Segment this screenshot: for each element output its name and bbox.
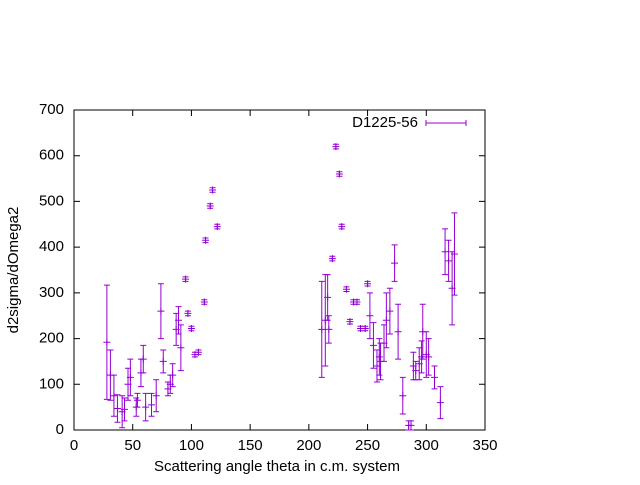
y-axis-label: d2sigma/dOmega2 xyxy=(5,207,22,334)
data-point xyxy=(120,405,128,413)
plot-frame xyxy=(73,109,486,431)
data-point xyxy=(126,373,134,381)
data-point xyxy=(407,421,415,429)
data-point xyxy=(338,223,346,231)
data-point xyxy=(391,259,399,267)
data-point xyxy=(366,312,374,320)
data-point xyxy=(202,236,210,244)
data-point xyxy=(103,338,111,346)
data-point xyxy=(346,318,354,326)
data-point xyxy=(441,248,449,256)
data-point xyxy=(431,373,439,381)
data-point xyxy=(412,367,420,375)
legend-label: D1225-56 xyxy=(352,114,418,131)
data-point xyxy=(335,170,343,178)
data-point xyxy=(361,325,369,333)
data-point xyxy=(177,344,185,352)
data-point xyxy=(445,257,453,265)
data-point xyxy=(450,250,458,258)
data-point xyxy=(159,357,167,365)
y-tick-label: 0 xyxy=(56,421,64,438)
x-axis-label: Scattering angle theta in c.m. system xyxy=(154,458,400,475)
data-point xyxy=(169,371,177,379)
data-point xyxy=(184,309,192,317)
data-point xyxy=(182,275,190,283)
y-tick-label: 600 xyxy=(39,147,64,164)
data-point xyxy=(206,202,214,210)
data-point xyxy=(110,392,118,400)
y-tick-label: 500 xyxy=(39,192,64,209)
data-point xyxy=(175,316,183,324)
data-point xyxy=(328,255,336,263)
data-point xyxy=(386,307,394,315)
y-tick-label: 100 xyxy=(39,375,64,392)
x-tick-label: 0 xyxy=(70,437,78,454)
data-point xyxy=(382,316,390,324)
data-point xyxy=(148,401,156,409)
data-point xyxy=(353,298,361,306)
data-point xyxy=(187,325,195,333)
x-tick-label: 200 xyxy=(296,437,321,454)
data-point xyxy=(200,298,208,306)
x-tick-label: 300 xyxy=(414,437,439,454)
data-point xyxy=(133,396,141,404)
y-tick-label: 700 xyxy=(39,101,64,118)
data-point xyxy=(152,392,160,400)
data-point xyxy=(342,285,350,293)
data-point xyxy=(375,353,383,361)
x-tick-label: 250 xyxy=(355,437,380,454)
data-point xyxy=(369,341,377,349)
data-point xyxy=(325,325,333,333)
x-tick-label: 150 xyxy=(238,437,263,454)
x-tick-label: 100 xyxy=(179,437,204,454)
y-tick-label: 200 xyxy=(39,330,64,347)
x-tick-label: 50 xyxy=(124,437,141,454)
data-point xyxy=(139,355,147,363)
data-point xyxy=(318,325,326,333)
data-point xyxy=(213,223,221,231)
data-point xyxy=(436,399,444,407)
y-tick-label: 300 xyxy=(39,284,64,301)
data-point xyxy=(209,186,217,194)
y-tick-label: 400 xyxy=(39,238,64,255)
data-point xyxy=(142,403,150,411)
data-point xyxy=(157,307,165,315)
data-point xyxy=(399,392,407,400)
x-tick-label: 350 xyxy=(472,437,497,454)
data-point xyxy=(425,353,433,361)
data-point xyxy=(113,405,121,413)
data-point xyxy=(324,293,332,301)
data-point xyxy=(394,328,402,336)
data-point xyxy=(364,280,372,288)
data-point xyxy=(194,348,202,356)
legend-swatch xyxy=(425,120,467,126)
data-point xyxy=(332,143,340,151)
